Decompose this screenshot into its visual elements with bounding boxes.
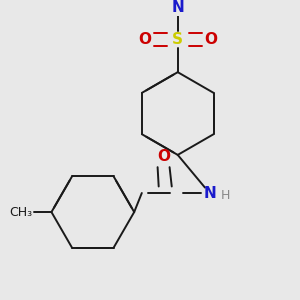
Text: O: O [139,32,152,47]
Text: O: O [158,149,171,164]
Text: O: O [204,32,217,47]
Text: CH₃: CH₃ [9,206,32,219]
Text: H: H [221,189,230,202]
Text: N: N [204,185,217,200]
Text: S: S [172,32,183,47]
Text: N: N [171,0,184,15]
